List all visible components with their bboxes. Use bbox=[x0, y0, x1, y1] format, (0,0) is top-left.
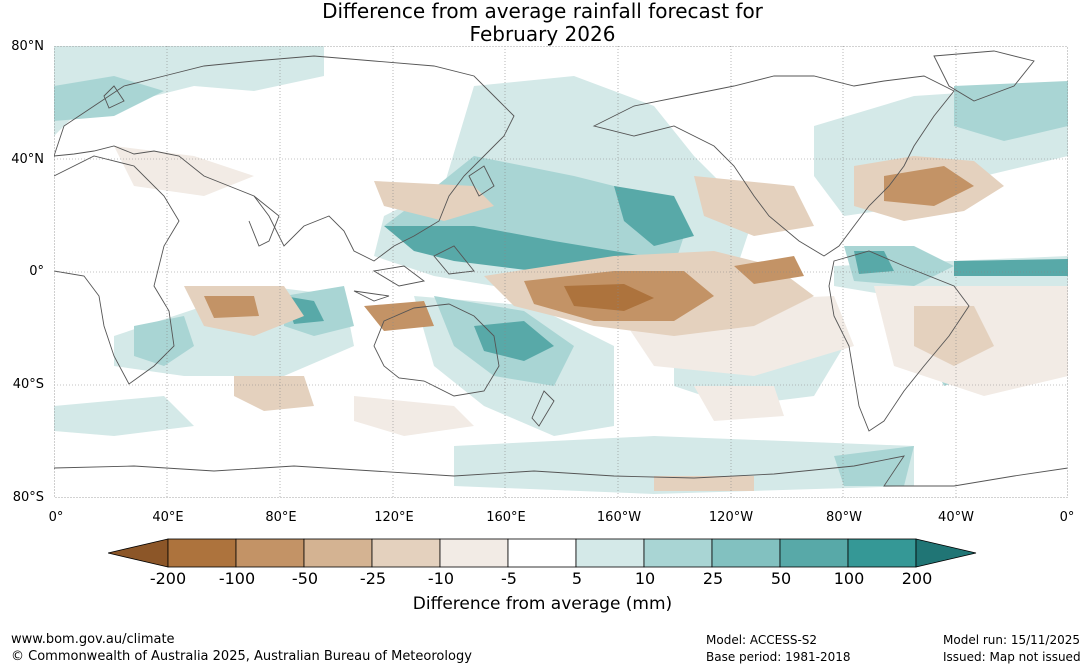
legend-cell bbox=[439, 538, 509, 568]
coastlines bbox=[54, 50, 1068, 487]
legend-cell bbox=[507, 538, 577, 568]
wetter-areas-medium bbox=[54, 76, 1068, 486]
legend-tick: -25 bbox=[359, 569, 387, 588]
lon-label-40w: 40°W bbox=[938, 510, 974, 525]
lon-label-120e: 120°E bbox=[374, 510, 414, 525]
lon-label-80e: 80°E bbox=[265, 510, 297, 525]
legend-tick: 100 bbox=[833, 569, 865, 588]
title-line-2: February 2026 bbox=[469, 22, 616, 46]
lon-label-120w: 120°W bbox=[708, 510, 754, 525]
footer-issued: Issued: Map not issued bbox=[943, 650, 1081, 664]
lat-label-40s: 40°S bbox=[12, 377, 44, 392]
legend-tick: 5 bbox=[571, 569, 583, 588]
legend-cell bbox=[779, 538, 849, 568]
legend-tick: 200 bbox=[901, 569, 933, 588]
rainfall-map-svg bbox=[54, 46, 1068, 498]
lon-label-0-end: 0° bbox=[1059, 510, 1075, 525]
legend-cell bbox=[371, 538, 441, 568]
legend-title: Difference from average (mm) bbox=[412, 594, 673, 614]
legend-tick: -200 bbox=[149, 569, 187, 588]
footer-model: Model: ACCESS-S2 bbox=[706, 633, 818, 647]
legend-cell-under bbox=[107, 538, 169, 568]
legend-colorbar-svg bbox=[107, 538, 977, 568]
legend-cell bbox=[235, 538, 305, 568]
title-line-1: Difference from average rainfall forecas… bbox=[322, 0, 763, 23]
footer-base-period: Base period: 1981-2018 bbox=[706, 650, 851, 664]
legend-tick: 25 bbox=[702, 569, 724, 588]
legend-tick: -100 bbox=[218, 569, 256, 588]
footer-left: www.bom.gov.au/climate © Commonwealth of… bbox=[11, 631, 472, 665]
legend-cell bbox=[575, 538, 645, 568]
lon-label-0: 0° bbox=[48, 510, 64, 525]
legend-cell bbox=[711, 538, 781, 568]
legend-tick: -10 bbox=[427, 569, 455, 588]
lon-label-80w: 80°W bbox=[826, 510, 862, 525]
legend-cell bbox=[847, 538, 917, 568]
lon-label-160e: 160°E bbox=[486, 510, 526, 525]
legend-tick: 50 bbox=[770, 569, 792, 588]
footer-run-info: Model run: 15/11/2025 Issued: Map not is… bbox=[943, 632, 1081, 666]
lon-label-160w: 160°W bbox=[596, 510, 642, 525]
lat-label-40n: 40°N bbox=[11, 152, 44, 167]
footer-model-info: Model: ACCESS-S2 Base period: 1981-2018 bbox=[706, 632, 851, 666]
legend-tick: -50 bbox=[291, 569, 319, 588]
lat-label-80s: 80°S bbox=[12, 490, 44, 505]
legend-colorbar bbox=[107, 538, 978, 572]
footer-website: www.bom.gov.au/climate bbox=[11, 632, 175, 647]
legend-tick: 10 bbox=[634, 569, 656, 588]
rainfall-map bbox=[54, 46, 1068, 498]
lon-label-40e: 40°E bbox=[152, 510, 184, 525]
legend-cell-over bbox=[915, 538, 977, 568]
legend-cell bbox=[303, 538, 373, 568]
lat-label-80n: 80°N bbox=[11, 39, 44, 54]
lat-label-0: 0° bbox=[29, 264, 44, 279]
legend-cell bbox=[643, 538, 713, 568]
legend-cell bbox=[167, 538, 237, 568]
footer-copyright: © Commonwealth of Australia 2025, Austra… bbox=[11, 649, 472, 664]
drier-areas-strongest bbox=[564, 284, 654, 311]
map-title: Difference from average rainfall forecas… bbox=[0, 0, 1085, 46]
legend-tick: -5 bbox=[501, 569, 517, 588]
gridlines bbox=[54, 46, 1068, 498]
footer-model-run: Model run: 15/11/2025 bbox=[943, 633, 1081, 647]
